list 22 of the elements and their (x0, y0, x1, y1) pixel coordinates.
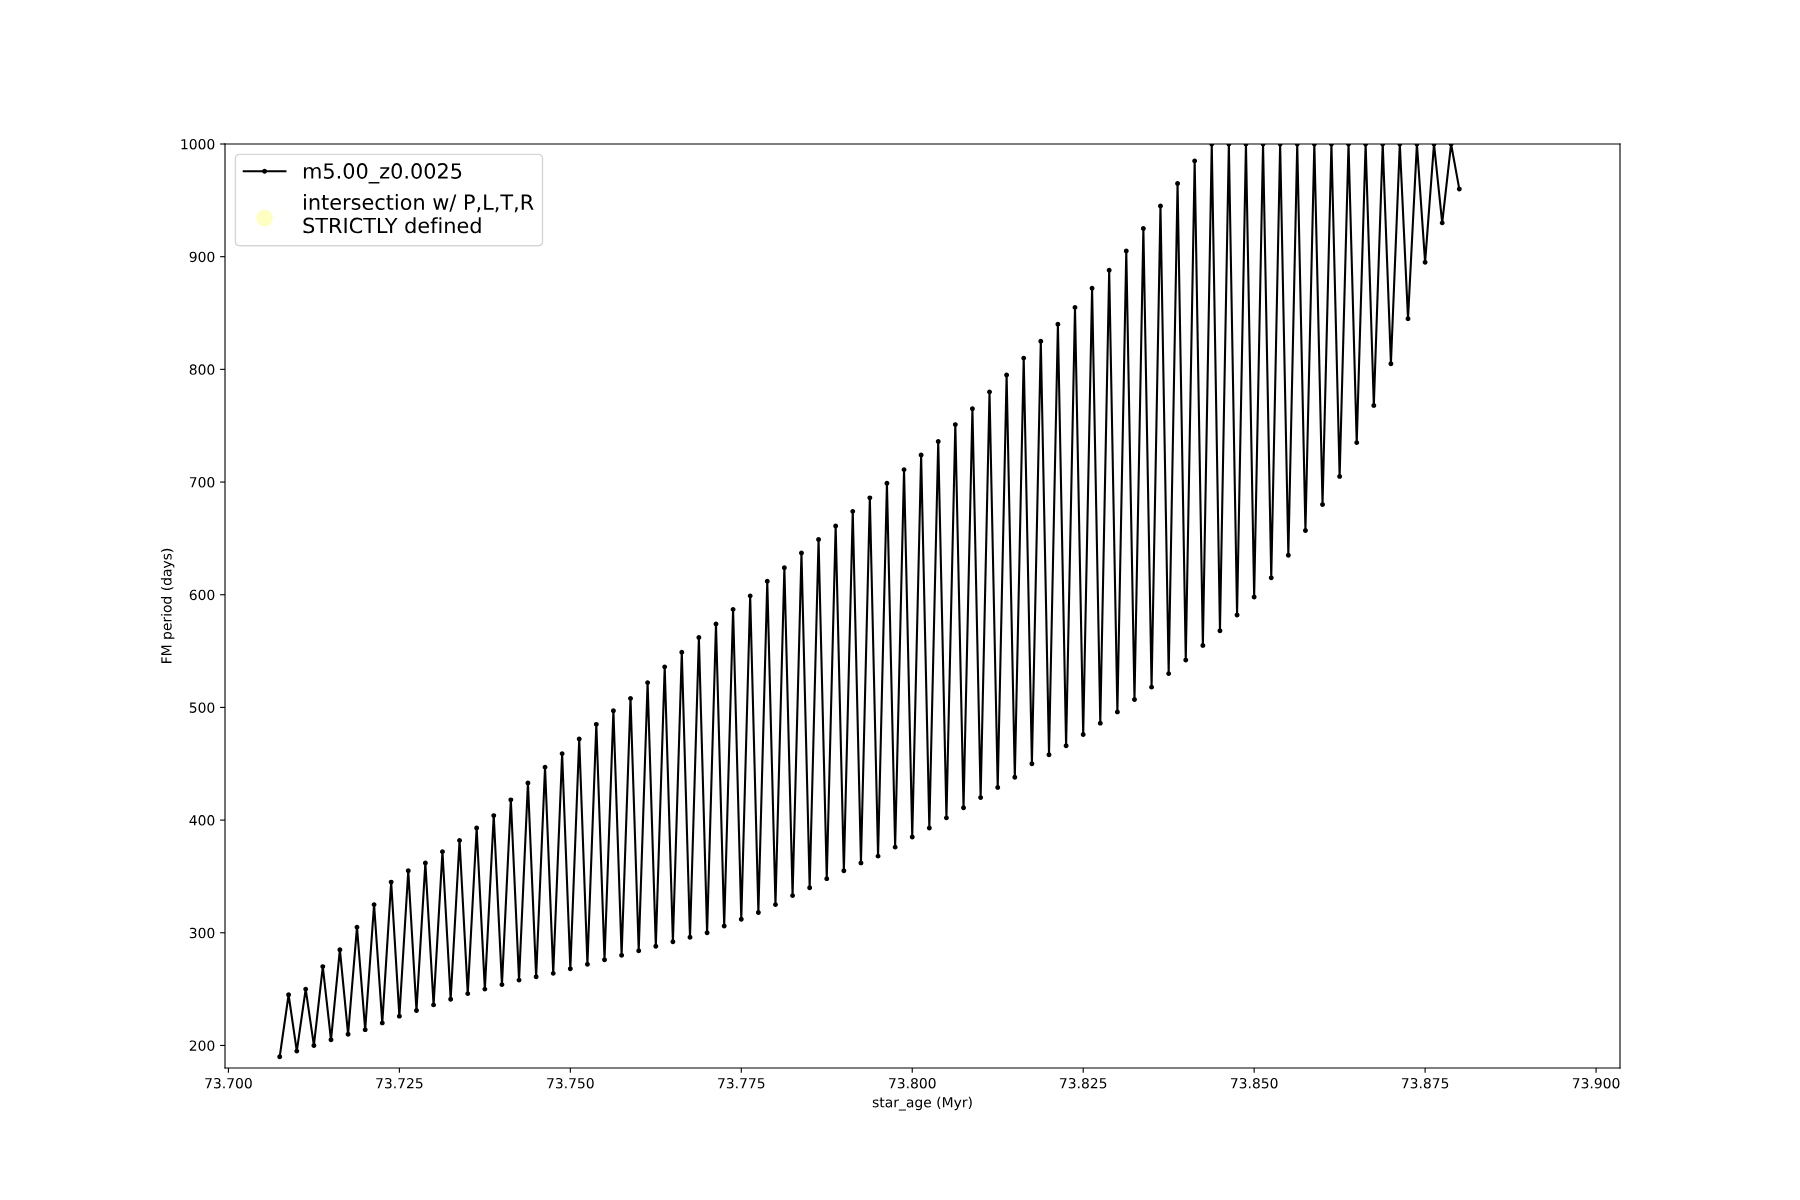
y-tick-label: 900 (189, 251, 215, 263)
y-tick-label: 700 (189, 477, 215, 488)
legend-label: m5.00_z0.0025 (303, 163, 462, 184)
x-tick-label: 73.900 (1572, 1077, 1620, 1089)
y-tick-label: 400 (189, 815, 215, 826)
legend-label: intersection w/ P,L,T,R STRICTLY defined (303, 193, 534, 234)
y-axis-title: FM period (days) (160, 548, 175, 663)
x-tick-label: 73.825 (1060, 1077, 1107, 1089)
y-tick-label: 300 (189, 927, 215, 939)
y-tick-label: 800 (189, 364, 215, 375)
x-tick-label: 73.775 (718, 1077, 765, 1089)
x-axis-title: star_age (Myr) (872, 1096, 972, 1111)
x-tick-label: 73.725 (376, 1077, 423, 1089)
y-tick-label: 500 (189, 702, 215, 713)
y-tick-label: 600 (189, 589, 215, 601)
y-tick-label: 1000 (181, 138, 215, 150)
x-tick-label: 73.850 (1230, 1077, 1278, 1089)
x-tick-label: 73.800 (889, 1077, 936, 1089)
y-tick-label: 200 (189, 1040, 215, 1051)
x-tick-label: 73.750 (547, 1077, 594, 1089)
x-tick-label: 73.875 (1401, 1077, 1449, 1089)
x-tick-label: 73.700 (205, 1077, 252, 1089)
